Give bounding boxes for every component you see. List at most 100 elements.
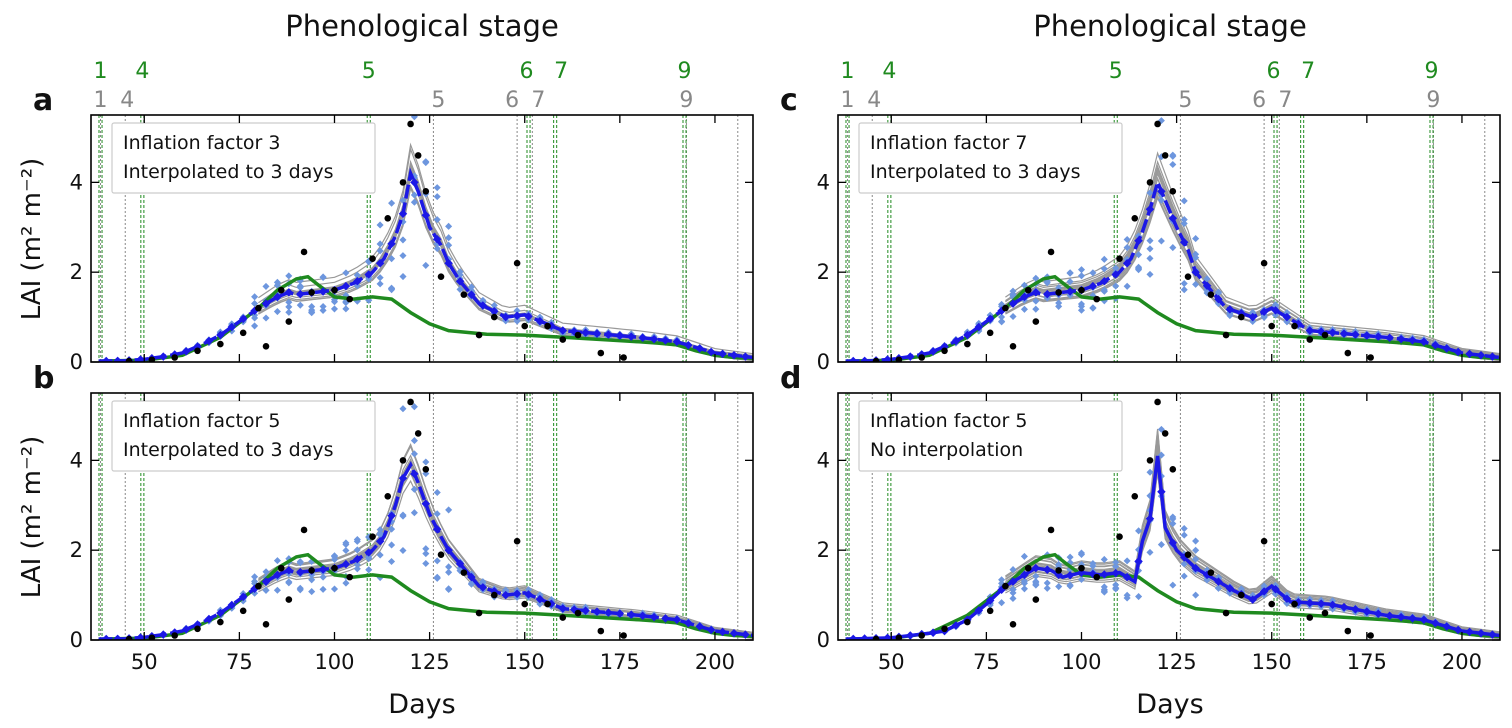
- ensemble-mean-marker: [1088, 281, 1098, 291]
- ensemble-point: [1192, 546, 1200, 554]
- ensemble-member-line: [1005, 160, 1500, 356]
- ensemble-member-line: [258, 142, 753, 355]
- ensemble-mean-marker: [410, 178, 419, 187]
- ensemble-member-line: [258, 444, 753, 635]
- observed-point: [1291, 600, 1298, 608]
- ensemble-mean-marker: [615, 609, 625, 618]
- ensemble-point: [1009, 312, 1017, 321]
- ensemble-mean-marker: [592, 607, 602, 616]
- ensemble-mean-marker: [432, 235, 442, 244]
- ensemble-point: [399, 252, 407, 260]
- observed-point: [597, 627, 605, 635]
- ensemble-point: [433, 193, 441, 201]
- ensemble-point: [342, 546, 350, 555]
- ensemble-mean-marker: [1111, 270, 1120, 279]
- ensemble-member-line: [258, 184, 753, 359]
- ensemble-point: [1032, 577, 1040, 586]
- ensemble-mean-marker: [1100, 570, 1109, 579]
- ensemble-mean-marker: [928, 347, 938, 356]
- ensemble-point: [319, 585, 327, 593]
- observed-point: [1093, 573, 1101, 581]
- ensemble-point: [410, 437, 418, 445]
- observed-point: [918, 354, 926, 361]
- ensemble-mean-marker: [1031, 563, 1041, 573]
- ensemble-point: [330, 585, 339, 593]
- legend-b: Inflation factor 5 Interpolated to 3 days: [111, 400, 376, 472]
- ensemble-point: [376, 247, 384, 255]
- axes-frame: [90, 392, 754, 641]
- observed-point: [399, 457, 407, 464]
- ensemble-mean-marker: [1043, 565, 1052, 575]
- stage-label-simulated: 4: [135, 59, 149, 84]
- ensemble-mean-marker: [1248, 595, 1257, 604]
- ensemble-point: [1157, 451, 1165, 459]
- ensemble-point: [1180, 531, 1188, 539]
- ensemble-member-line: [1005, 190, 1500, 357]
- observed-point: [964, 340, 971, 348]
- ensemble-point: [410, 403, 418, 411]
- observed-point: [1237, 313, 1245, 321]
- ensemble-mean-marker: [284, 288, 294, 297]
- ensemble-point: [1180, 279, 1188, 288]
- observed-point: [262, 620, 270, 628]
- panel-letter: b: [33, 361, 54, 396]
- observed-point: [217, 618, 224, 626]
- ensemble-point: [1089, 304, 1097, 312]
- ensemble-mean-marker: [1111, 568, 1120, 578]
- observed-point: [1260, 259, 1268, 267]
- ensemble-mean-marker: [1465, 627, 1474, 637]
- ensemble-point: [1020, 585, 1028, 593]
- observed-point: [544, 600, 551, 608]
- y-tick-label: 0: [70, 350, 83, 374]
- ensemble-mean-marker: [273, 292, 282, 302]
- panel-letter: a: [33, 83, 53, 118]
- ensemble-point: [376, 221, 384, 229]
- observed-point: [1367, 632, 1374, 639]
- ensemble-mean-marker: [974, 606, 984, 615]
- legend-box: [111, 400, 376, 472]
- ensemble-member-line: [1005, 176, 1500, 356]
- ensemble-mean-marker: [501, 590, 510, 600]
- ensemble-point: [1135, 527, 1143, 535]
- axes-frame: [837, 392, 1501, 641]
- observed-point: [490, 313, 498, 321]
- ensemble-mean-marker: [1431, 618, 1440, 628]
- ensemble-point: [1169, 244, 1177, 252]
- legend-box: [111, 122, 376, 194]
- ensemble-member-line: [258, 458, 753, 634]
- observed-point: [1078, 564, 1085, 572]
- ensemble-point: [410, 198, 418, 206]
- panel-letter: c: [780, 83, 798, 118]
- ensemble-member-line: [258, 174, 753, 357]
- ensemble-member-line: [1005, 151, 1500, 355]
- ensemble-member-line: [258, 445, 753, 633]
- column-title-left: Phenological stage: [285, 9, 559, 43]
- ensemble-mean-marker: [1225, 305, 1235, 314]
- observed-point: [414, 430, 422, 437]
- ensemble-mean-marker: [387, 239, 396, 248]
- observed-point: [407, 398, 414, 406]
- ensemble-mean-marker: [421, 499, 431, 509]
- stage-label-observed: 1: [94, 88, 108, 113]
- observed-point: [369, 533, 376, 541]
- ensemble-point: [1066, 553, 1074, 561]
- legend-c: Inflation factor 7 Interpolated to 3 days: [858, 122, 1123, 194]
- observed-point: [125, 357, 133, 362]
- stage-label-simulated: 7: [1301, 59, 1315, 84]
- ensemble-mean-marker: [375, 536, 385, 546]
- ensemble-mean-marker: [706, 347, 716, 357]
- ensemble-point: [1180, 286, 1188, 294]
- stage-label-observed: 1: [841, 88, 855, 113]
- y-tick-label: 2: [817, 260, 830, 284]
- ensemble-point: [376, 551, 384, 559]
- ensemble-mean-marker: [1008, 577, 1018, 586]
- ensemble-point: [1180, 525, 1188, 533]
- ensemble-mean-marker: [341, 559, 351, 569]
- ensemble-mean-marker: [627, 332, 636, 341]
- ensemble-point: [1180, 560, 1188, 568]
- ensemble-point: [353, 271, 361, 279]
- observed-point: [1344, 627, 1352, 635]
- ensemble-mean-marker: [101, 356, 111, 362]
- ensemble-mean-marker: [1259, 307, 1269, 316]
- ensemble-mean-marker: [1282, 594, 1292, 603]
